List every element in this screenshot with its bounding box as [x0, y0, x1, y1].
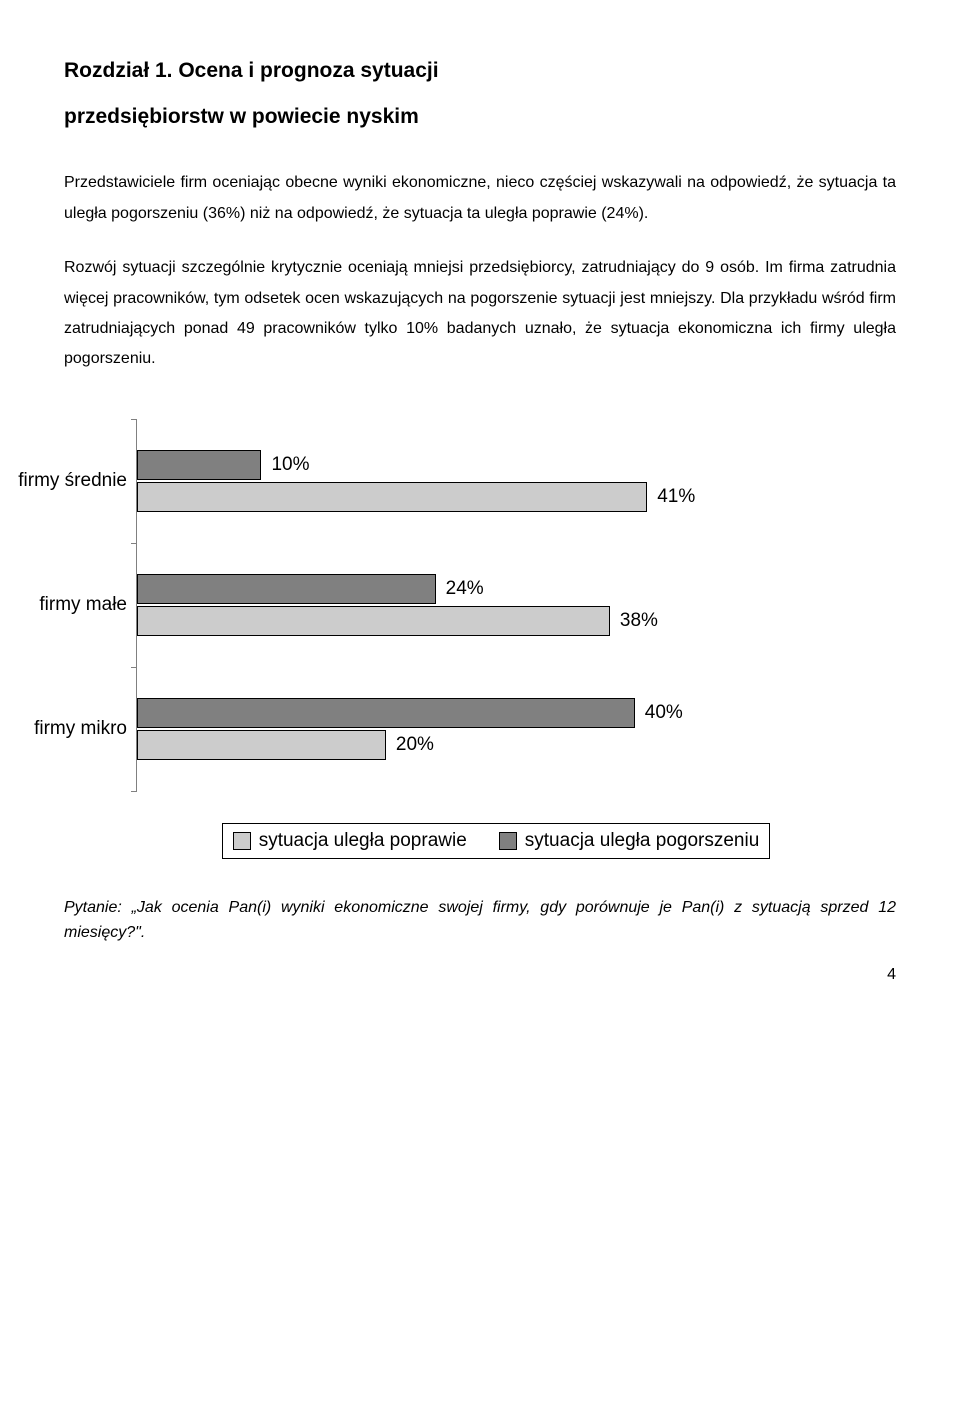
bar-chart: firmy średnie10%41%firmy małe24%38%firmy…	[136, 419, 856, 859]
survey-question: Pytanie: „Jak ocenia Pan(i) wyniki ekono…	[64, 895, 896, 946]
chapter-title-line1: Rozdział 1. Ocena i prognoza sytuacji	[64, 48, 896, 94]
bar-row: 40%	[137, 698, 697, 728]
chart-category-group: firmy średnie10%41%	[137, 419, 697, 543]
bar-row: 41%	[137, 482, 697, 512]
chart-category-group: firmy małe24%38%	[137, 543, 697, 667]
bar-label-light: 38%	[620, 610, 658, 632]
chart-category-group: firmy mikro40%20%	[137, 667, 697, 791]
legend-swatch-light	[233, 832, 251, 850]
category-label: firmy małe	[0, 594, 127, 616]
legend-item-light: sytuacja uległa poprawie	[233, 830, 467, 852]
bar-dark	[137, 698, 635, 728]
bar-light	[137, 606, 610, 636]
page-number: 4	[64, 966, 896, 984]
bar-label-dark: 24%	[446, 578, 484, 600]
bar-label-dark: 10%	[271, 454, 309, 476]
bar-row: 20%	[137, 730, 697, 760]
chart-legend: sytuacja uległa poprawie sytuacja uległa…	[222, 823, 771, 859]
legend-label-light: sytuacja uległa poprawie	[259, 830, 467, 852]
bar-dark	[137, 574, 436, 604]
chart-plot-area: firmy średnie10%41%firmy małe24%38%firmy…	[136, 419, 697, 791]
legend-label-dark: sytuacja uległa pogorszeniu	[525, 830, 760, 852]
legend-item-dark: sytuacja uległa pogorszeniu	[499, 830, 760, 852]
bars-holder: 10% 41%	[137, 448, 697, 514]
chapter-title-line2: przedsiębiorstw w powiecie nyskim	[64, 94, 896, 140]
bars-holder: 24% 38%	[137, 572, 697, 638]
paragraph-2: Rozwój sytuacji szczególnie krytycznie o…	[64, 253, 896, 375]
bar-light	[137, 482, 647, 512]
chapter-title: Rozdział 1. Ocena i prognoza sytuacji pr…	[64, 48, 896, 140]
bar-label-dark: 40%	[645, 702, 683, 724]
category-label: firmy średnie	[0, 470, 127, 492]
bar-dark	[137, 450, 261, 480]
category-label: firmy mikro	[0, 718, 127, 740]
legend-swatch-dark	[499, 832, 517, 850]
bar-row: 38%	[137, 606, 697, 636]
bar-light	[137, 730, 386, 760]
bar-label-light: 41%	[657, 486, 695, 508]
bar-row: 24%	[137, 574, 697, 604]
bar-label-light: 20%	[396, 734, 434, 756]
bar-row: 10%	[137, 450, 697, 480]
axis-tick	[131, 791, 137, 792]
paragraph-1: Przedstawiciele firm oceniając obecne wy…	[64, 168, 896, 229]
bars-holder: 40% 20%	[137, 696, 697, 762]
